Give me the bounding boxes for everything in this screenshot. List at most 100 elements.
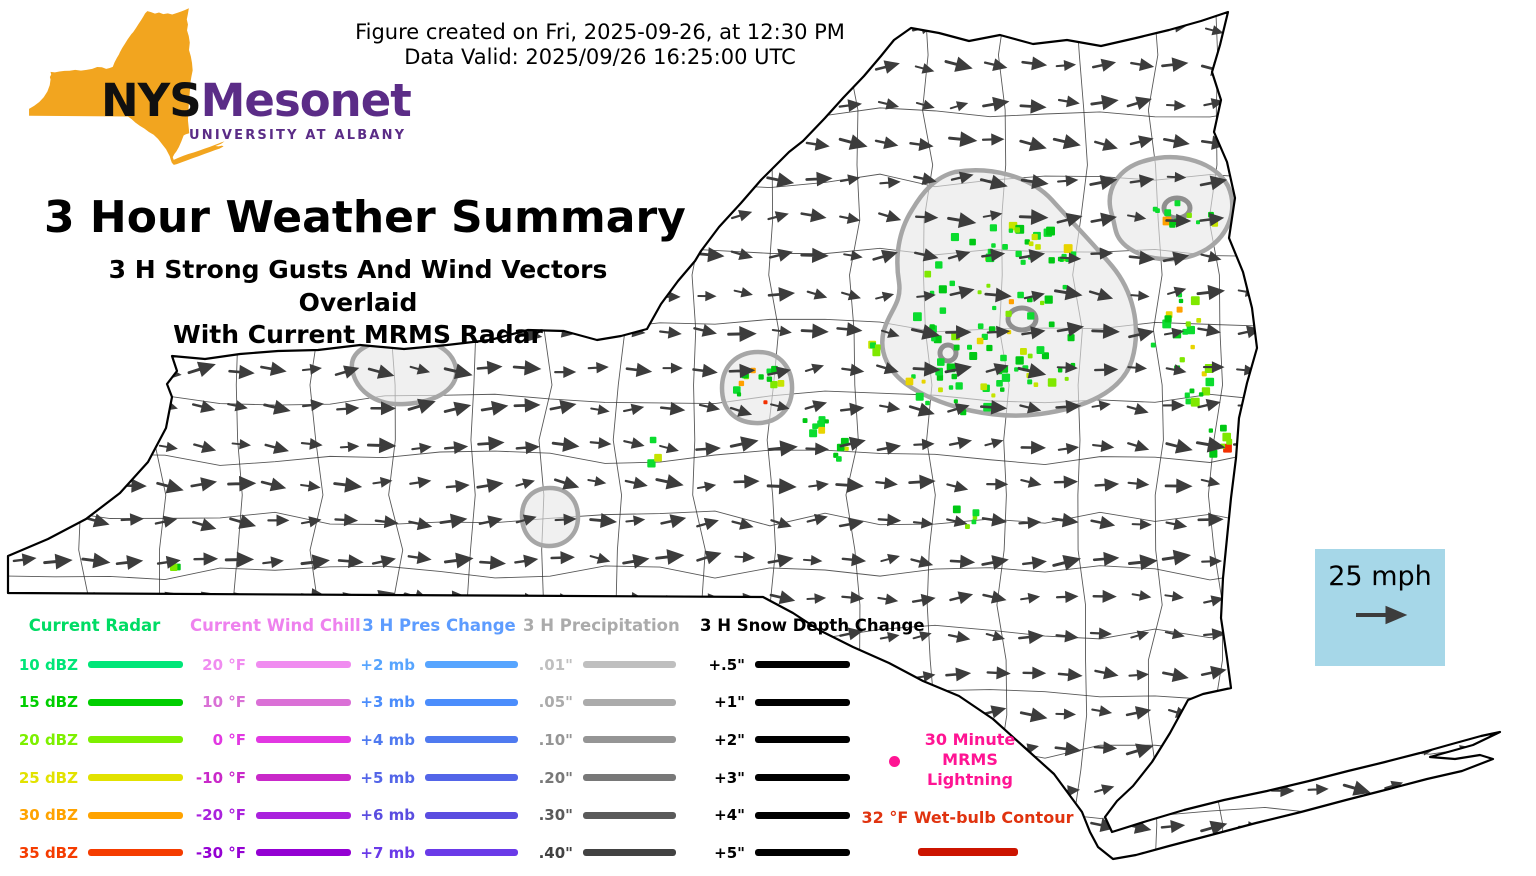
legend-row-label: +3": [714, 768, 745, 787]
legend-row: 30 dBZ: [6, 796, 183, 834]
legend-rows: .01" .05" .10" .20" .30" .40": [523, 646, 676, 872]
legend-row: .40": [523, 834, 676, 872]
legend-row-label: +7 mb: [360, 843, 415, 862]
legend-row-swatch: [88, 774, 183, 782]
legend-row-swatch: [425, 849, 518, 857]
logo-wordmark: NYSMesonet: [101, 74, 412, 127]
legend-row-swatch: [583, 698, 676, 706]
legend-row-label: +5 mb: [360, 768, 415, 787]
legend-row-swatch: [583, 811, 676, 819]
legend-row: 10 dBZ: [6, 646, 183, 684]
legend-row: +1": [700, 684, 850, 722]
legend-column-title: 3 H Precipitation: [523, 616, 680, 635]
page-subtitle: 3 H Strong Gusts And Wind Vectors Overla…: [48, 254, 668, 352]
legend-row: +5": [700, 834, 850, 872]
legend-row-swatch: [755, 774, 850, 782]
legend-row-swatch: [755, 811, 850, 819]
legend-column-title: Current Wind Chill: [190, 616, 361, 635]
legend-row-label: +1": [714, 693, 745, 712]
legend-row-label: +2": [714, 730, 745, 749]
legend-row: +5 mb: [360, 759, 518, 797]
legend-row: +2": [700, 721, 850, 759]
legend-rows: 20 °F 10 °F 0 °F -10 °F -20 °F -30 °F: [190, 646, 351, 872]
legend-row-label: .20": [538, 768, 573, 787]
legend-row-label: .05": [538, 693, 573, 712]
legend-row: .20": [523, 759, 676, 797]
legend-row-swatch: [755, 661, 850, 669]
legend-row-swatch: [425, 736, 518, 744]
legend-row: 15 dBZ: [6, 684, 183, 722]
legend-row-swatch: [583, 774, 676, 782]
legend-row-label: -10 °F: [195, 768, 246, 787]
logo-name: Mesonet: [200, 74, 412, 127]
legend-row: +4": [700, 796, 850, 834]
legend-row-label: 0 °F: [212, 730, 246, 749]
legend-column-title: 3 H Pres Change: [362, 616, 516, 635]
legend-row-label: 10 °F: [202, 693, 246, 712]
legend-row-swatch: [256, 661, 351, 669]
legend-row-label: +4": [714, 806, 745, 825]
legend-row-swatch: [88, 811, 183, 819]
legend-column-pres-change: 3 H Pres Change +2 mb +3 mb +4 mb +5 mb +6 m…: [360, 616, 518, 872]
wetbulb-legend: 32 °F Wet-bulb Contour: [855, 808, 1080, 856]
gust-inner-contour: [1005, 305, 1039, 333]
gust-contour: [1107, 155, 1235, 262]
legend-column-wind-chill: Current Wind Chill 20 °F 10 °F 0 °F -10 °F -…: [190, 616, 361, 872]
legend-row-label: 20 dBZ: [18, 730, 78, 749]
legend-row-swatch: [256, 849, 351, 857]
legend-row-swatch: [755, 849, 850, 857]
legend-row-swatch: [425, 698, 518, 706]
legend-row-swatch: [88, 849, 183, 857]
legend-rows: +2 mb +3 mb +4 mb +5 mb +6 mb +7 mb: [360, 646, 518, 872]
legend-column-title: 3 H Snow Depth Change: [700, 616, 925, 635]
legend-row: -10 °F: [190, 759, 351, 797]
legend-row-swatch: [755, 736, 850, 744]
wind-reference-box: 25 mph: [1315, 549, 1445, 666]
legend-row-label: 15 dBZ: [18, 693, 78, 712]
legend-row-label: 10 dBZ: [18, 655, 78, 674]
legend-column-snow-depth: 3 H Snow Depth Change +.5" +1" +2" +3" +4" +5…: [700, 616, 925, 872]
legend-column-title: Current Radar: [28, 616, 161, 635]
legend-row: +6 mb: [360, 796, 518, 834]
legend-row-swatch: [425, 661, 518, 669]
data-valid-text: Data Valid: 2025/09/26 16:25:00 UTC: [404, 44, 796, 69]
legend-row-swatch: [755, 698, 850, 706]
legend-row: .01": [523, 646, 676, 684]
legend-row: .10": [523, 721, 676, 759]
legend-row-label: 20 °F: [202, 655, 246, 674]
legend-row-label: +4 mb: [360, 730, 415, 749]
legend-row-swatch: [425, 811, 518, 819]
wind-reference-label: 25 mph: [1328, 561, 1432, 592]
subtitle-line1: 3 H Strong Gusts And Wind Vectors Overla…: [108, 255, 608, 317]
lightning-legend-line: MRMS: [942, 750, 998, 769]
legend-row: 35 dBZ: [6, 834, 183, 872]
figure-header: Figure created on Fri, 2025-09-26, at 12…: [340, 20, 860, 70]
legend-row-label: +2 mb: [360, 655, 415, 674]
legend-row: +7 mb: [360, 834, 518, 872]
lightning-dot-icon: [889, 756, 900, 767]
legend-row: +.5": [700, 646, 850, 684]
legend-row: +4 mb: [360, 721, 518, 759]
gust-inner-contour: [937, 342, 959, 364]
legend-column-current-radar: Current Radar 10 dBZ 15 dBZ 20 dBZ 25 dBZ 30…: [6, 616, 183, 872]
wetbulb-line-swatch: [917, 848, 1018, 856]
legend-row: +3": [700, 759, 850, 797]
legend-row-label: +6 mb: [360, 806, 415, 825]
legend-row: .05": [523, 684, 676, 722]
legend-row-label: .40": [538, 843, 573, 862]
legend-row-label: .30": [538, 806, 573, 825]
figure-created-text: Figure created on Fri, 2025-09-26, at 12…: [355, 20, 845, 44]
wind-reference-arrow-icon: [1356, 605, 1408, 625]
legend-row-swatch: [256, 698, 351, 706]
legend-rows: 10 dBZ 15 dBZ 20 dBZ 25 dBZ 30 dBZ 35 dBZ: [6, 646, 183, 872]
legend-row-swatch: [88, 698, 183, 706]
legend-row-label: +5": [714, 843, 745, 862]
legend-row: 20 °F: [190, 646, 351, 684]
legend-row: 0 °F: [190, 721, 351, 759]
legend-row-label: +.5": [708, 655, 745, 674]
legend-row: 20 dBZ: [6, 721, 183, 759]
legend-row-label: 35 dBZ: [18, 843, 78, 862]
legend-row-swatch: [88, 736, 183, 744]
